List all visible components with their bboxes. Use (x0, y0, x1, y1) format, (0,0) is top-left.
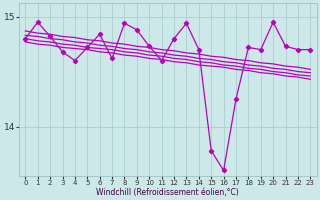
X-axis label: Windchill (Refroidissement éolien,°C): Windchill (Refroidissement éolien,°C) (96, 188, 239, 197)
